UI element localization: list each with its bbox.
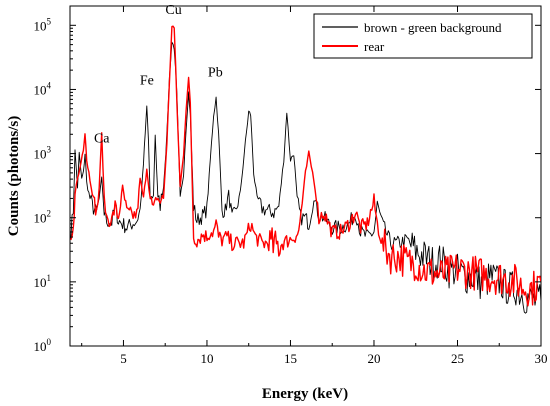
x-tick-label: 25: [451, 351, 464, 366]
peak-annotations: Ca Fe Cu Pb: [94, 3, 223, 146]
x-tick-label: 20: [367, 351, 380, 366]
peak-label-pb: Pb: [208, 65, 223, 80]
peak-label-fe: Fe: [140, 73, 154, 88]
legend: brown - green background rear: [313, 13, 533, 59]
series-layer: [70, 25, 541, 314]
y-tick-label: 105: [34, 16, 52, 33]
y-axis-label: Counts (photons/s): [6, 116, 22, 236]
legend-label-brown-green: brown - green background: [364, 20, 502, 35]
x-tick-label: 10: [200, 351, 213, 366]
x-tick-label: 15: [284, 351, 297, 366]
y-tick-label: 102: [34, 209, 52, 226]
peak-label-cu: Cu: [165, 3, 181, 18]
y-tick-label: 104: [34, 80, 52, 97]
y-tick-label: 100: [34, 337, 52, 354]
y-tick-label: 101: [34, 273, 52, 290]
legend-label-rear: rear: [364, 39, 385, 54]
plot-frame: [69, 5, 542, 347]
y-axis: 100 101 102 103 104 105: [34, 16, 541, 354]
x-axis: 5 10 15 20 25 30: [81, 6, 548, 366]
x-tick-label: 5: [120, 351, 127, 366]
series-line-rear: [70, 25, 541, 307]
x-axis-label: Energy (keV): [262, 386, 348, 402]
peak-label-ca: Ca: [94, 131, 110, 146]
y-tick-label: 103: [34, 145, 52, 162]
x-tick-label: 30: [535, 351, 548, 366]
legend-box: [313, 13, 533, 59]
